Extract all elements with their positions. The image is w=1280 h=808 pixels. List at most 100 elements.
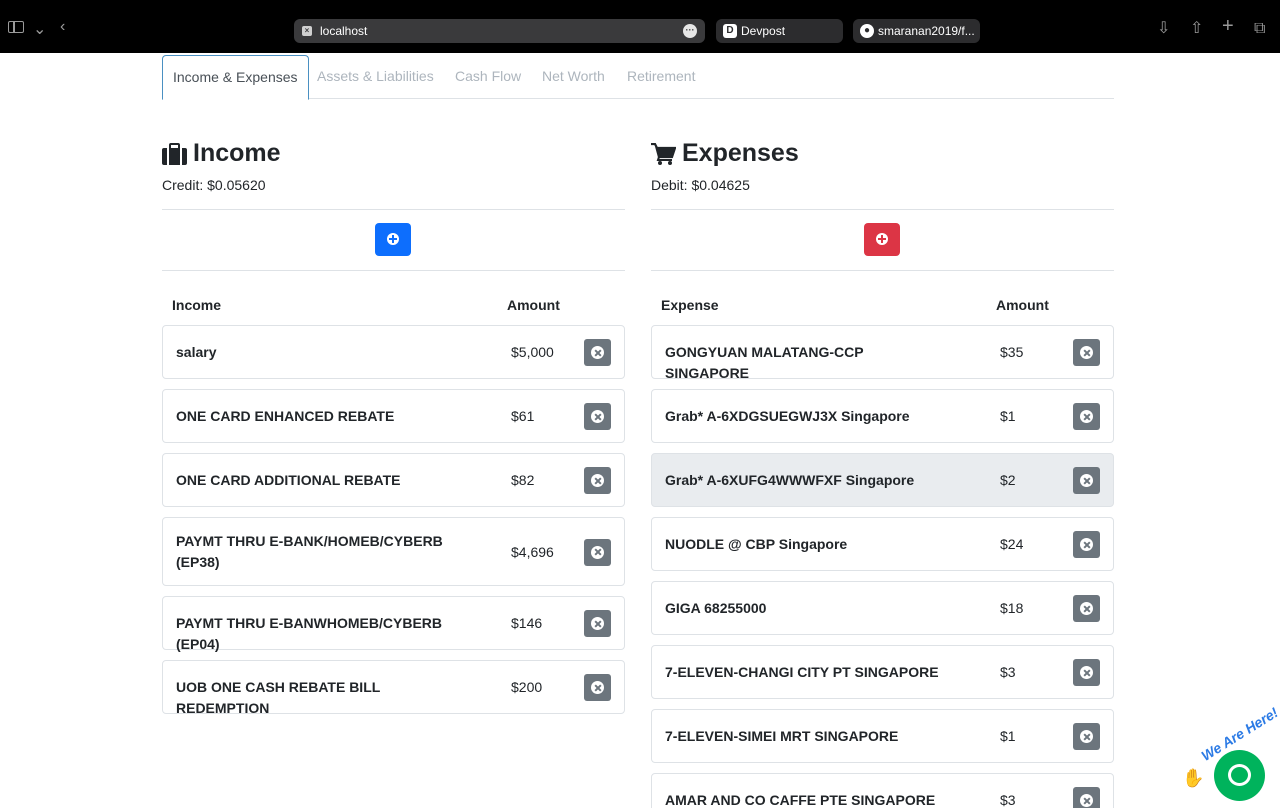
briefcase-icon — [162, 142, 187, 165]
browser-tab-label: Devpost — [741, 24, 786, 38]
expense-row[interactable]: Grab* A-6XDGSUEGWJ3X Singapore $1 — [651, 389, 1114, 443]
browser-toolbar: ⌄ ‹ × localhost ··· D Devpost ● smaranan… — [0, 0, 1280, 53]
close-circle-icon — [591, 346, 604, 359]
close-circle-icon — [1080, 538, 1093, 551]
expense-amount: $35 — [1000, 344, 1024, 360]
income-amount: $61 — [511, 408, 535, 424]
expense-name: GIGA 68255000 — [665, 600, 767, 616]
income-name: PAYMT THRU E-BANWHOMEB/CYBERB (EP04) — [176, 615, 442, 652]
close-circle-icon — [1080, 346, 1093, 359]
expense-row[interactable]: NUODLE @ CBP Singapore $24 — [651, 517, 1114, 571]
sidebar-toggle-icon[interactable] — [8, 21, 24, 33]
delete-expense-button[interactable] — [1073, 403, 1100, 430]
close-circle-icon — [1080, 410, 1093, 423]
delete-income-button[interactable] — [584, 674, 611, 701]
expense-row[interactable]: 7-ELEVEN-CHANGI CITY PT SINGAPORE $3 — [651, 645, 1114, 699]
income-row[interactable]: ONE CARD ENHANCED REBATE $61 — [162, 389, 625, 443]
expense-amount: $1 — [1000, 728, 1016, 744]
tab-cash-flow[interactable]: Cash Flow — [455, 68, 522, 84]
address-bar-url[interactable]: localhost — [320, 24, 368, 38]
close-circle-icon — [591, 474, 604, 487]
close-circle-icon — [591, 681, 604, 694]
devpost-icon: D — [723, 24, 737, 38]
tab-net-worth[interactable]: Net Worth — [542, 68, 605, 84]
expense-column-header: Expense — [661, 297, 719, 313]
delete-income-button[interactable] — [584, 339, 611, 366]
new-tab-plus-icon[interactable]: + — [1222, 15, 1234, 37]
expense-row[interactable]: GIGA 68255000 $18 — [651, 581, 1114, 635]
plus-circle-icon — [876, 233, 888, 245]
close-circle-icon — [591, 545, 604, 559]
delete-expense-button[interactable] — [1073, 467, 1100, 494]
income-amount: $4,696 — [511, 543, 554, 560]
chat-bubble-icon — [1228, 764, 1251, 786]
income-row[interactable]: salary $5,000 — [162, 325, 625, 379]
expense-row[interactable]: AMAR AND CO CAFFE PTE SINGAPORE $3 — [651, 773, 1114, 808]
expense-amount: $3 — [1000, 664, 1016, 680]
browser-tab-devpost[interactable]: D Devpost — [716, 19, 843, 43]
section-tabs: Income & Expenses Assets & Liabilities C… — [162, 53, 1114, 100]
delete-expense-button[interactable] — [1073, 787, 1100, 808]
github-icon: ● — [860, 24, 874, 38]
add-expense-button[interactable] — [864, 223, 900, 256]
expense-amount: $3 — [1000, 792, 1016, 808]
income-title: Income — [193, 139, 281, 167]
add-income-button[interactable] — [375, 223, 411, 256]
share-icon[interactable]: ⇧ — [1190, 20, 1204, 37]
chevron-down-icon[interactable]: ⌄ — [33, 21, 47, 38]
delete-expense-button[interactable] — [1073, 595, 1100, 622]
expense-row[interactable]: Grab* A-6XUFG4WWWFXF Singapore $2 — [651, 453, 1114, 507]
income-row[interactable]: UOB ONE CASH REBATE BILL REDEMPTION $200 — [162, 660, 625, 716]
expense-name: GONGYUAN MALATANG-CCP SINGAPORE — [665, 344, 864, 381]
expense-name: 7-ELEVEN-CHANGI CITY PT SINGAPORE — [665, 664, 939, 680]
tab-assets-liabilities[interactable]: Assets & Liabilities — [317, 68, 434, 84]
expense-row[interactable]: GONGYUAN MALATANG-CCP SINGAPORE $35 — [651, 325, 1114, 381]
close-circle-icon — [591, 410, 604, 423]
income-amount: $200 — [511, 679, 543, 695]
income-name: PAYMT THRU E-BANK/HOMEB/CYBERB (EP38) — [176, 533, 443, 570]
divider — [162, 270, 625, 271]
delete-income-button[interactable] — [584, 538, 611, 566]
close-circle-icon — [1080, 602, 1093, 615]
expense-amount: $18 — [1000, 600, 1024, 616]
back-arrow-icon[interactable]: ‹ — [60, 18, 66, 35]
amount-column-header: Amount — [996, 297, 1049, 313]
close-circle-icon — [591, 617, 604, 630]
expense-amount: $1 — [1000, 408, 1016, 424]
income-amount: $5,000 — [511, 344, 554, 360]
income-row[interactable]: PAYMT THRU E-BANWHOMEB/CYBERB (EP04) $146 — [162, 596, 625, 652]
address-bar[interactable]: × localhost ··· — [294, 19, 705, 43]
delete-income-button[interactable] — [584, 610, 611, 637]
expense-row[interactable]: 7-ELEVEN-SIMEI MRT SINGAPORE $1 — [651, 709, 1114, 763]
delete-expense-button[interactable] — [1073, 659, 1100, 686]
chat-launcher-button[interactable] — [1214, 750, 1265, 801]
income-row[interactable]: PAYMT THRU E-BANK/HOMEB/CYBERB (EP38) $4,… — [162, 517, 625, 586]
income-amount: $82 — [511, 472, 535, 488]
delete-income-button[interactable] — [584, 403, 611, 430]
income-name: UOB ONE CASH REBATE BILL REDEMPTION — [176, 679, 381, 716]
expense-name: 7-ELEVEN-SIMEI MRT SINGAPORE — [665, 728, 899, 744]
plus-circle-icon — [387, 233, 399, 245]
expense-amount: $2 — [1000, 472, 1016, 488]
divider — [651, 270, 1114, 271]
expenses-heading: Expenses — [651, 139, 799, 168]
browser-tab-github[interactable]: ● smaranan2019/f... — [853, 19, 980, 43]
expenses-debit: Debit: $0.04625 — [651, 177, 750, 193]
income-amount: $146 — [511, 615, 543, 631]
more-options-icon[interactable]: ··· — [683, 24, 697, 38]
delete-expense-button[interactable] — [1073, 531, 1100, 558]
download-icon[interactable]: ⇩ — [1157, 20, 1171, 37]
delete-expense-button[interactable] — [1073, 339, 1100, 366]
income-name: salary — [176, 344, 217, 360]
income-heading: Income — [162, 139, 281, 168]
income-name: ONE CARD ADDITIONAL REBATE — [176, 472, 401, 488]
delete-income-button[interactable] — [584, 467, 611, 494]
site-favicon-icon: × — [302, 26, 312, 36]
delete-expense-button[interactable] — [1073, 723, 1100, 750]
income-credit: Credit: $0.05620 — [162, 177, 266, 193]
tab-retirement[interactable]: Retirement — [627, 68, 696, 84]
tab-overview-icon[interactable]: ⧉ — [1254, 20, 1266, 37]
tab-income-expenses[interactable]: Income & Expenses — [162, 55, 309, 100]
amount-column-header: Amount — [507, 297, 560, 313]
income-row[interactable]: ONE CARD ADDITIONAL REBATE $82 — [162, 453, 625, 507]
